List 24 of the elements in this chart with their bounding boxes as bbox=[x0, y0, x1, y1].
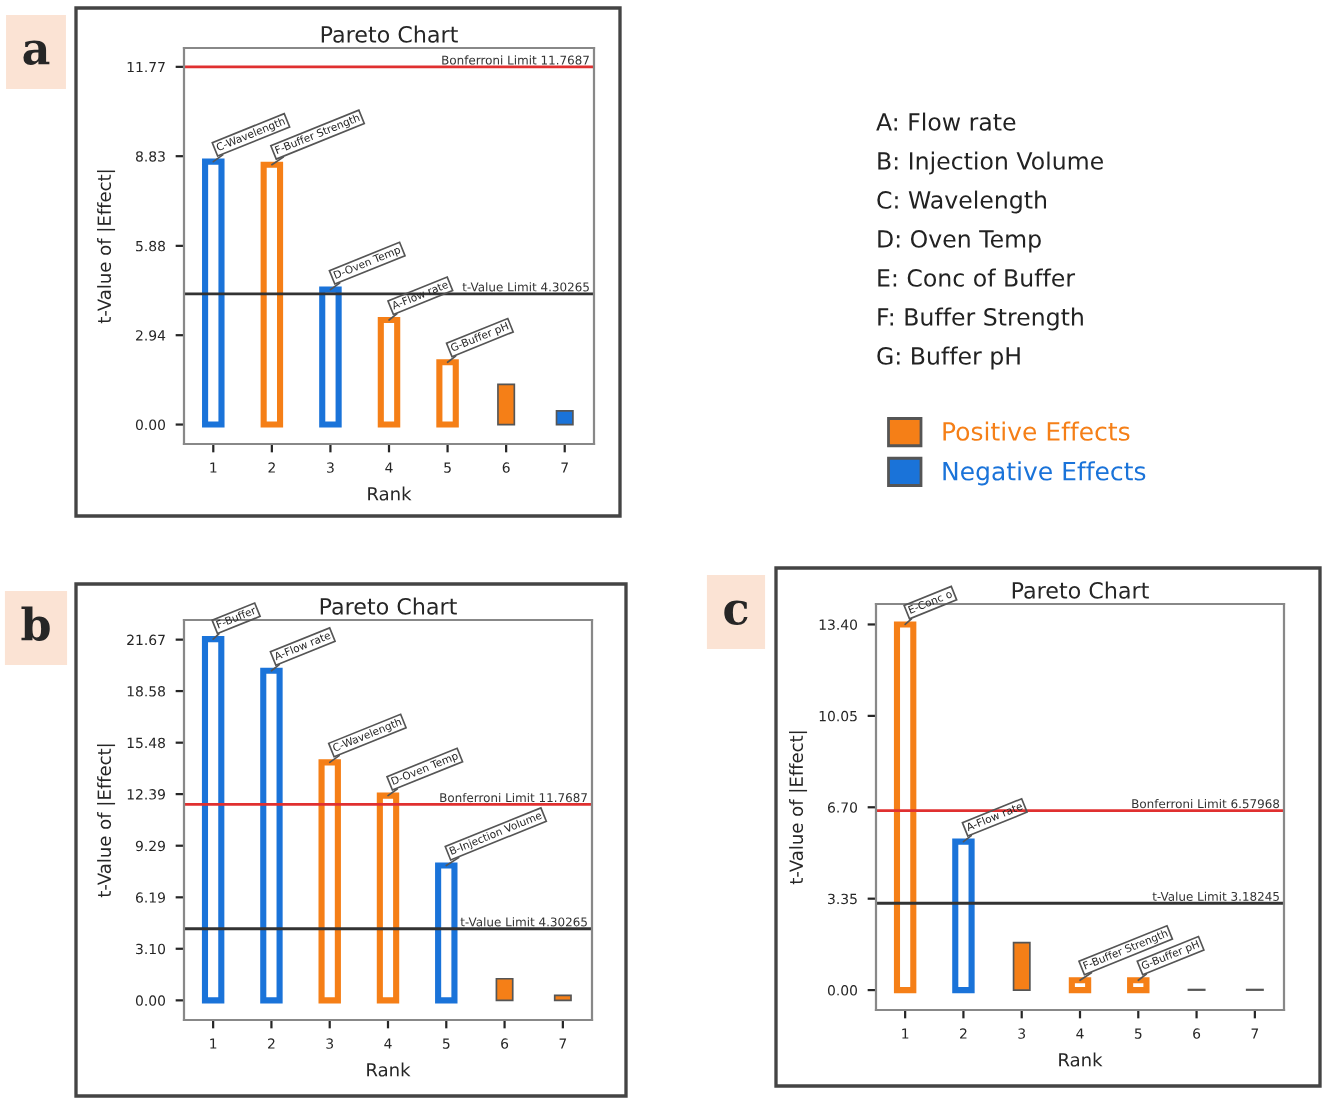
chart-title: Pareto Chart bbox=[1012, 581, 1149, 599]
text: C: Wavelength bbox=[877, 190, 1047, 214]
text: G: Buffer pH bbox=[877, 346, 1020, 370]
y-axis-title: t-Value of |Effect| bbox=[97, 170, 116, 324]
legend-label: Negative Effects bbox=[943, 461, 1146, 486]
bar bbox=[1012, 941, 1031, 991]
y-axis-title: t-Value of |Effect| bbox=[789, 731, 808, 885]
text: c bbox=[724, 600, 748, 625]
legend-label: Positive Effects bbox=[943, 421, 1130, 441]
bar bbox=[495, 977, 514, 1002]
bar bbox=[553, 994, 572, 1002]
text: D: Oven Temp bbox=[878, 229, 1041, 253]
text: a bbox=[23, 40, 50, 65]
text: E: Conc of Buffer bbox=[878, 268, 1076, 287]
x-axis-title: Rank bbox=[1059, 1052, 1103, 1067]
chart-title: Pareto Chart bbox=[320, 597, 457, 615]
text: A: Flow rate bbox=[876, 112, 1016, 131]
text: b bbox=[21, 606, 50, 641]
chart-title: Pareto Chart bbox=[321, 25, 458, 43]
x-axis-title: Rank bbox=[367, 1062, 411, 1077]
text: B: Injection Volume bbox=[878, 151, 1103, 175]
y-axis-title: t-Value of |Effect| bbox=[97, 744, 116, 898]
text: F: Buffer Strength bbox=[878, 307, 1083, 331]
x-axis-title: Rank bbox=[368, 486, 412, 501]
